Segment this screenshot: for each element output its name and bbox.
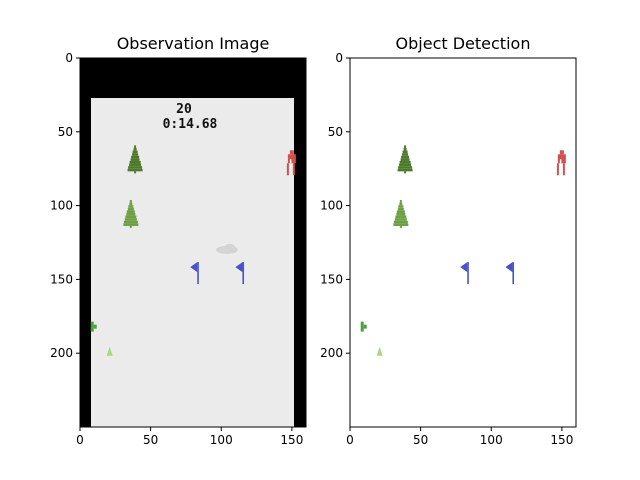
x-tick-label: 150 <box>280 433 303 447</box>
small-light-sprite <box>376 346 383 356</box>
observation-panel: Observation Image 20 0:14.68 0 50 100 150 0 5… <box>50 34 307 447</box>
flag-sprite <box>190 262 199 285</box>
tree-dark-sprite <box>397 145 413 174</box>
flag-sprite <box>505 262 515 285</box>
hud-timer: 0:14.68 <box>163 117 218 132</box>
hud-score: 20 <box>176 102 192 117</box>
mogul-sprite <box>215 243 238 254</box>
y-tick-label: 50 <box>58 125 73 139</box>
y-tick-label: 200 <box>50 346 73 360</box>
x-tick-label: 100 <box>210 433 233 447</box>
small-green-sprite <box>90 321 97 332</box>
y-tick-label: 100 <box>50 199 73 213</box>
y-tick-label: 150 <box>50 272 73 286</box>
detection-title: Object Detection <box>396 34 531 53</box>
tree-light-sprite <box>393 199 409 228</box>
y-tick-label: 100 <box>320 199 343 213</box>
small-green-sprite <box>360 321 367 332</box>
detection-axes: 0 50 100 150 0 50 100 150 200 <box>320 51 577 447</box>
axes-border <box>349 57 577 428</box>
detection-panel: Object Detection 0 50 100 150 0 50 100 150 200 <box>320 34 577 447</box>
flag-sprite <box>460 262 469 285</box>
observation-objects <box>90 145 296 356</box>
y-tick-label: 0 <box>335 51 343 65</box>
skier-sprite <box>286 150 296 176</box>
x-tick-label: 150 <box>550 433 573 447</box>
snow-field <box>91 98 294 427</box>
y-tick-label: 200 <box>320 346 343 360</box>
flag-sprite <box>235 262 245 285</box>
x-tick-label: 50 <box>413 433 428 447</box>
x-tick-label: 0 <box>76 433 84 447</box>
y-tick-label: 50 <box>328 125 343 139</box>
observation-title: Observation Image <box>117 34 270 53</box>
y-tick-label: 0 <box>65 51 73 65</box>
tree-light-sprite <box>123 199 139 228</box>
tree-dark-sprite <box>127 145 143 174</box>
y-tick-label: 150 <box>320 272 343 286</box>
x-tick-label: 100 <box>480 433 503 447</box>
x-tick-label: 50 <box>143 433 158 447</box>
detection-frame <box>349 57 577 428</box>
detection-objects <box>360 145 566 356</box>
observation-axes: 0 50 100 150 0 50 100 150 200 <box>50 51 307 447</box>
x-tick-label: 0 <box>346 433 354 447</box>
skier-sprite <box>556 150 566 176</box>
axes-border <box>79 57 307 428</box>
small-light-sprite <box>106 346 113 356</box>
